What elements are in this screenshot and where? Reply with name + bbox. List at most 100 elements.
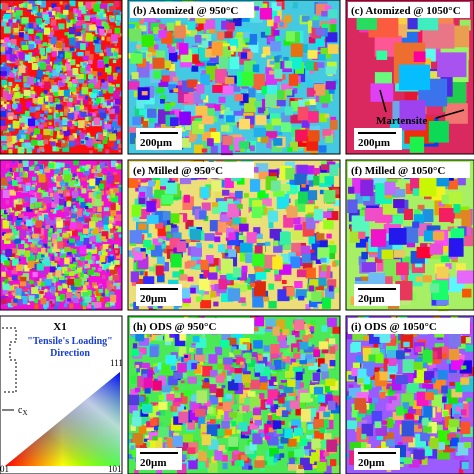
grain	[281, 410, 289, 418]
grain	[328, 89, 335, 94]
grain	[80, 43, 86, 51]
grain	[91, 71, 98, 77]
grain	[49, 300, 53, 304]
grain	[38, 27, 41, 30]
grain	[248, 274, 258, 284]
grain	[319, 419, 330, 428]
grain	[273, 138, 283, 146]
grain	[55, 269, 62, 278]
grain	[99, 245, 103, 250]
grain	[388, 396, 397, 404]
grain	[41, 149, 45, 152]
grain	[328, 338, 336, 345]
grain	[453, 413, 460, 420]
grain	[274, 68, 283, 79]
grain	[259, 393, 265, 399]
grain	[41, 247, 46, 254]
grain	[204, 48, 217, 58]
grain	[285, 168, 296, 180]
grain	[239, 242, 253, 253]
label-box	[348, 318, 470, 334]
grain	[65, 164, 70, 168]
ebsd-map	[345, 315, 474, 474]
grain	[93, 4, 100, 12]
grain	[300, 438, 308, 447]
grain	[5, 87, 9, 92]
grain	[287, 438, 297, 447]
grain	[94, 302, 102, 308]
grain	[9, 167, 14, 172]
grain	[280, 392, 287, 397]
grain	[98, 267, 102, 272]
grain	[266, 360, 270, 365]
grain	[189, 347, 194, 353]
grain	[311, 243, 323, 256]
grain	[319, 240, 328, 249]
grain	[11, 267, 18, 274]
grain	[245, 33, 258, 45]
grain	[427, 447, 438, 459]
grain	[202, 131, 211, 141]
grain	[85, 116, 89, 121]
grain	[207, 53, 216, 63]
grain	[296, 269, 307, 278]
grain	[109, 25, 114, 30]
grain	[47, 231, 53, 238]
grain	[4, 66, 12, 76]
grain	[136, 367, 141, 373]
grain	[273, 10, 282, 20]
grain	[39, 281, 47, 287]
grain	[113, 282, 121, 290]
grain	[201, 434, 211, 446]
grain	[79, 294, 83, 298]
grain	[9, 207, 15, 213]
grain	[192, 120, 205, 135]
grain	[117, 282, 121, 286]
grain	[153, 44, 159, 50]
grain	[196, 390, 208, 404]
grain	[229, 282, 238, 290]
grain	[82, 55, 89, 61]
grain	[82, 300, 88, 307]
grain	[317, 450, 326, 460]
grain	[308, 130, 320, 142]
grain	[48, 278, 56, 287]
grain	[315, 95, 323, 103]
grain	[54, 304, 58, 310]
grain	[234, 460, 241, 467]
grain	[363, 376, 371, 385]
grain	[74, 23, 80, 29]
grain	[349, 231, 360, 243]
grain	[2, 283, 10, 291]
grain	[49, 106, 55, 113]
grain	[226, 393, 233, 399]
grain	[12, 86, 18, 92]
grain	[180, 454, 187, 461]
grain	[281, 279, 287, 285]
grain	[185, 239, 191, 243]
grain	[188, 29, 198, 37]
grain	[7, 214, 13, 221]
grain	[64, 15, 70, 20]
grain	[97, 97, 105, 103]
grain	[34, 210, 38, 213]
grain	[45, 71, 50, 76]
grain	[242, 405, 250, 412]
grain	[262, 296, 270, 302]
grain	[170, 117, 179, 127]
grain	[228, 436, 239, 447]
grain	[81, 188, 86, 194]
grain	[316, 277, 327, 286]
grain	[141, 369, 148, 376]
grain	[438, 346, 449, 358]
grain	[453, 204, 461, 214]
grain	[42, 55, 50, 65]
grain	[402, 402, 410, 410]
grain	[194, 354, 206, 362]
grain	[23, 172, 28, 178]
grain	[62, 183, 66, 187]
grain	[17, 19, 20, 23]
grain	[355, 192, 366, 204]
grain	[294, 173, 307, 185]
grain	[34, 276, 40, 283]
